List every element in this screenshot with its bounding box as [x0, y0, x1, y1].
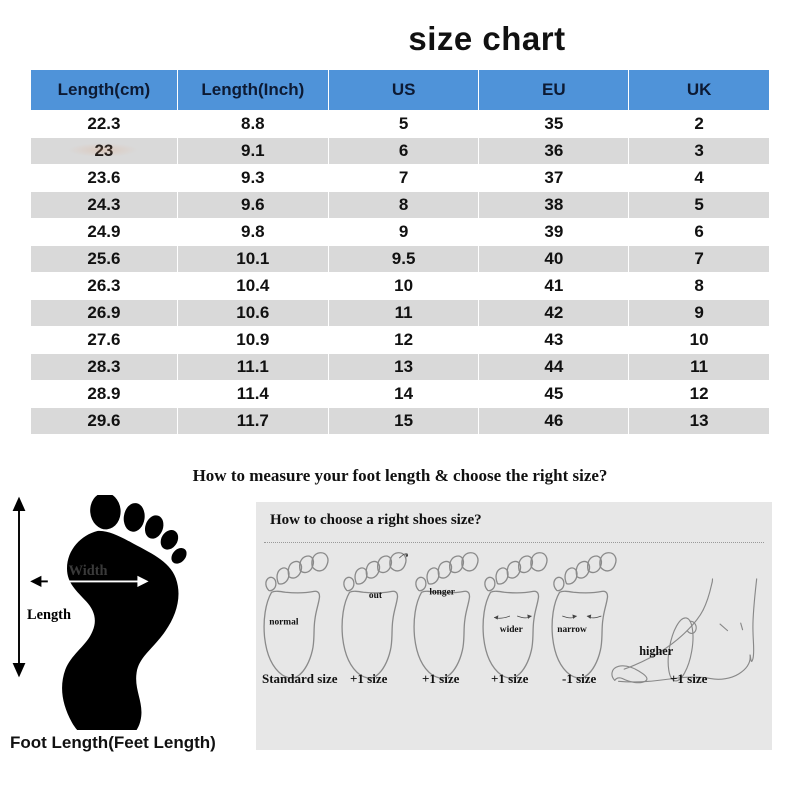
svg-text:longer: longer [429, 587, 455, 597]
svg-text:wider: wider [500, 625, 523, 635]
svg-text:out: out [369, 591, 383, 601]
svg-text:normal: normal [269, 618, 299, 628]
svg-text:narrow: narrow [557, 625, 587, 635]
svg-text:higher: higher [639, 644, 673, 658]
svg-text:Length: Length [27, 607, 71, 623]
svg-text:Width: Width [69, 563, 108, 579]
